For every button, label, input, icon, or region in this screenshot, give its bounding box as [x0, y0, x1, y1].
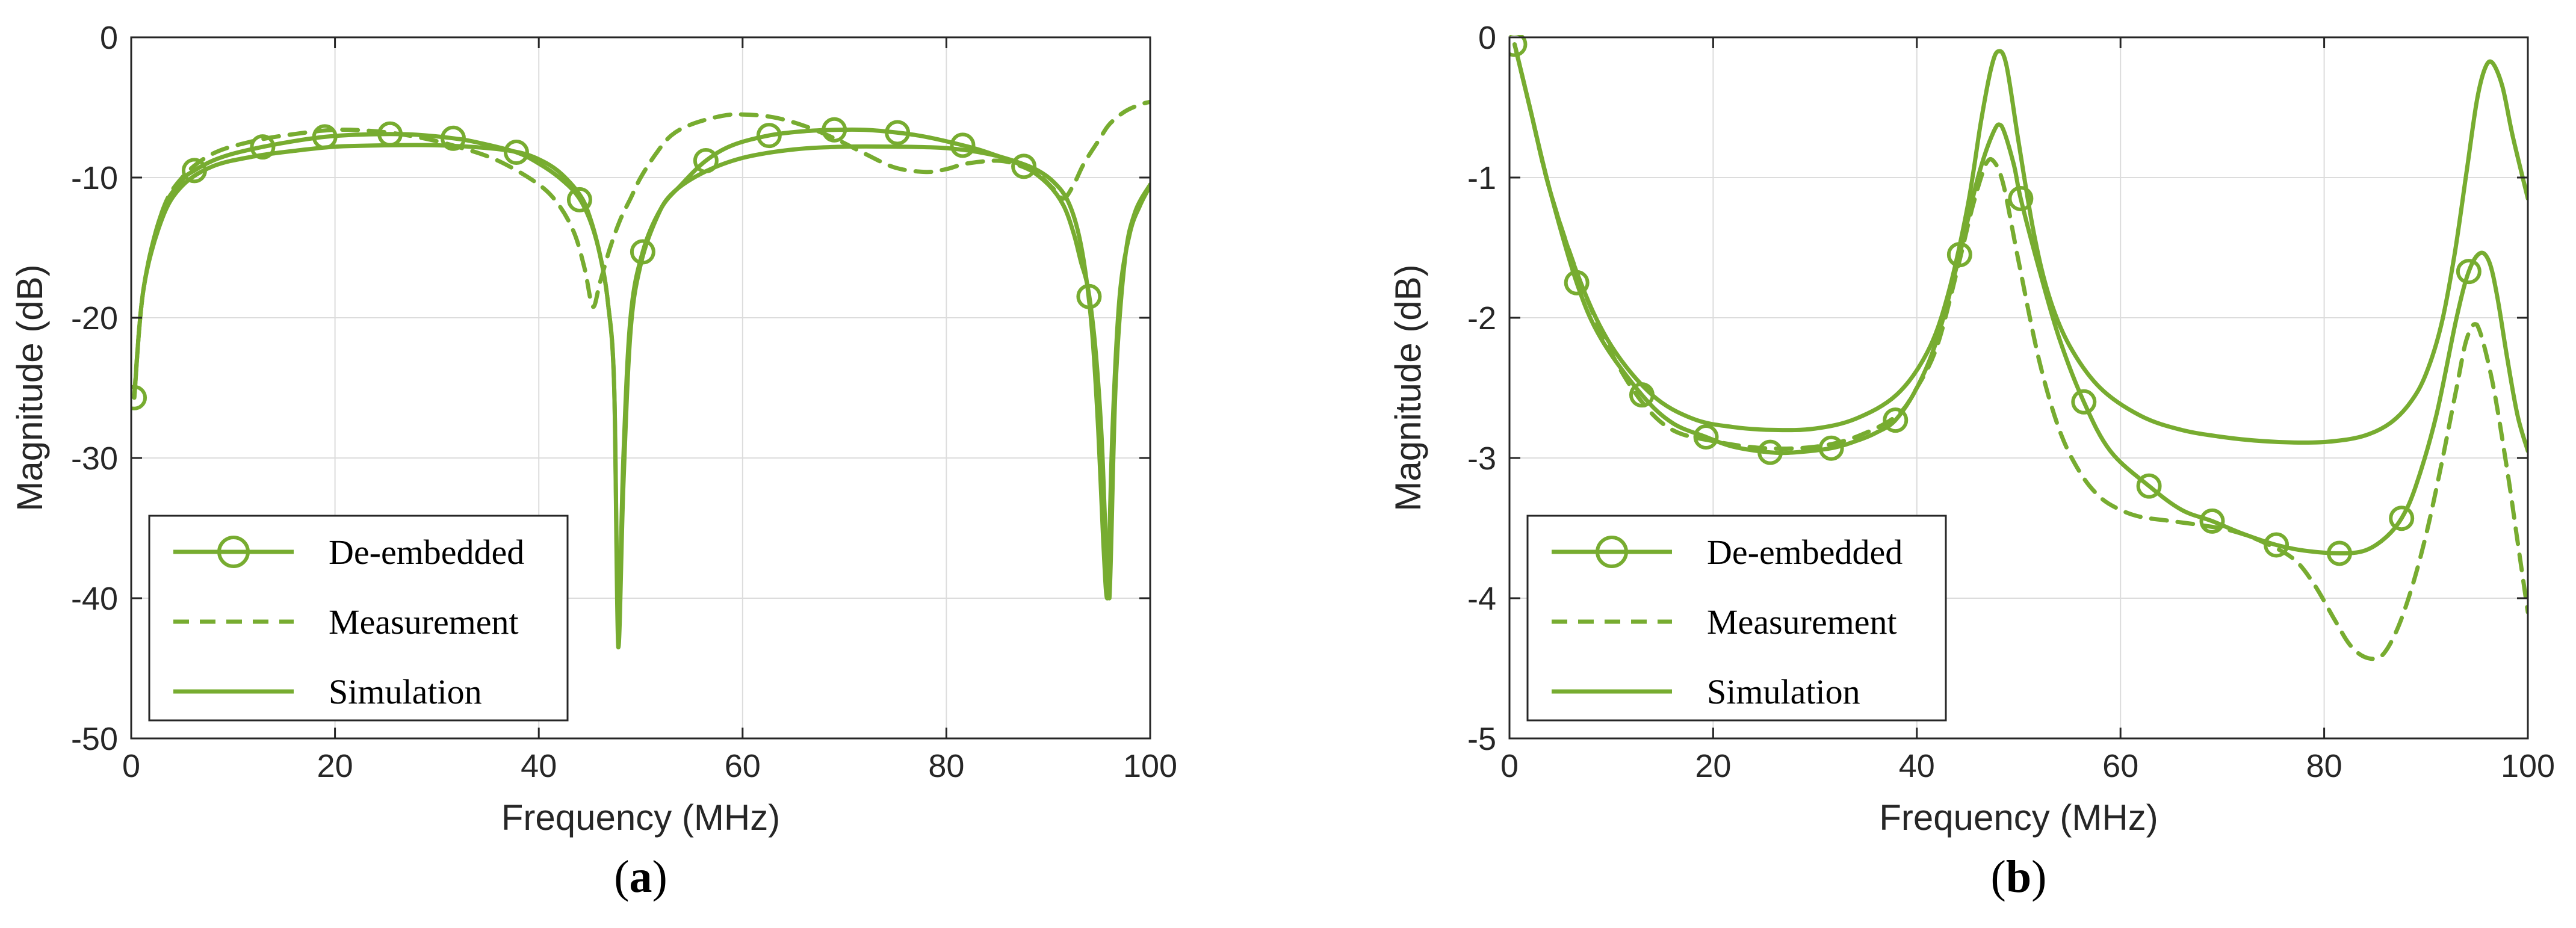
y-tick-label: -10 — [71, 160, 118, 196]
panel-label: (a) — [614, 852, 667, 902]
series-line-simulation — [1512, 42, 2528, 445]
data-marker — [1818, 435, 1844, 461]
data-marker — [885, 120, 911, 146]
x-tick-label: 80 — [928, 748, 964, 784]
legend-entry-label: De-embedded — [1707, 533, 1903, 572]
y-tick-label: 0 — [1478, 20, 1496, 56]
y-tick-label: -30 — [71, 441, 118, 477]
y-tick-label: -2 — [1467, 300, 1496, 336]
data-marker — [2071, 389, 2097, 415]
data-marker — [2326, 540, 2352, 566]
data-marker — [2199, 508, 2225, 534]
data-marker — [1883, 407, 1909, 433]
series-line-measurement — [1512, 42, 2528, 661]
data-marker — [2389, 506, 2415, 531]
series-group — [1509, 35, 2528, 661]
x-tick-label: 80 — [2306, 748, 2342, 784]
legend-marker — [1596, 536, 1628, 568]
y-tick-label: -4 — [1467, 581, 1496, 617]
series-group — [131, 99, 1150, 650]
legend-marker — [217, 536, 250, 568]
x-tick-label: 40 — [1899, 748, 1935, 784]
data-marker — [2456, 259, 2482, 285]
legend-entry-label: Measurement — [1707, 602, 1897, 642]
panel-letter: b — [2006, 852, 2031, 902]
data-marker — [440, 125, 466, 151]
axes-frame — [1508, 36, 2529, 740]
y-axis-label: Magnitude (dB) — [1388, 264, 1428, 511]
x-axis-label: Frequency (MHz) — [1879, 797, 2158, 838]
y-tick-label: -5 — [1467, 721, 1496, 757]
x-tick-label: 20 — [1695, 748, 1731, 784]
legend: De-embedded Measurement Simulation — [1526, 515, 1947, 722]
x-tick-label: 40 — [521, 748, 557, 784]
legend-entry-label: Simulation — [1707, 672, 1860, 711]
data-marker — [822, 117, 847, 143]
series-line-simulation — [132, 143, 1150, 650]
data-marker — [1757, 439, 1783, 465]
legend-entry-label: Simulation — [329, 672, 482, 711]
data-marker — [503, 140, 529, 165]
x-tick-label: 60 — [725, 748, 761, 784]
data-marker — [1509, 35, 1528, 57]
y-tick-label: -3 — [1467, 441, 1496, 477]
chart-panel-a: 0 20 40 60 80 100 0 -10 -20 -30 -40 -50 Frequency (M… — [10, 20, 1177, 902]
y-tick-label: 0 — [100, 20, 118, 56]
y-tick-label: -50 — [71, 721, 118, 757]
data-marker — [950, 132, 976, 158]
y-tick-label: -20 — [71, 300, 118, 336]
data-marker — [1011, 153, 1037, 179]
data-marker — [1693, 424, 1719, 450]
y-tick-label: -40 — [71, 581, 118, 617]
axes-frame — [130, 36, 1151, 740]
series-line-de-embedded — [1512, 42, 2528, 555]
data-marker — [2008, 185, 2034, 211]
x-axis-label: Frequency (MHz) — [501, 797, 780, 838]
x-tick-label: 60 — [2102, 748, 2138, 784]
x-tick-label: 0 — [122, 748, 140, 784]
chart-panel-b: 0 20 40 60 80 100 0 -1 -2 -3 -4 -5 Frequency (MHz) Ma… — [1388, 20, 2555, 902]
legend: De-embedded Measurement Simulation — [148, 515, 569, 722]
x-tick-label: 0 — [1500, 748, 1519, 784]
legend-entry-label: De-embedded — [329, 533, 524, 572]
y-tick-label: -1 — [1467, 160, 1496, 196]
x-tick-label: 20 — [317, 748, 353, 784]
legend-entry-label: Measurement — [329, 602, 519, 642]
data-marker — [2136, 473, 2162, 499]
panel-label: (b) — [1991, 852, 2047, 902]
x-tick-label: 100 — [2501, 748, 2555, 784]
x-tick-label: 100 — [1123, 748, 1177, 784]
data-marker — [566, 187, 592, 212]
panel-letter: a — [630, 852, 652, 902]
series-line-measurement — [132, 99, 1150, 397]
data-marker — [756, 123, 782, 149]
y-axis-label: Magnitude (dB) — [10, 264, 50, 511]
data-marker — [250, 134, 276, 160]
